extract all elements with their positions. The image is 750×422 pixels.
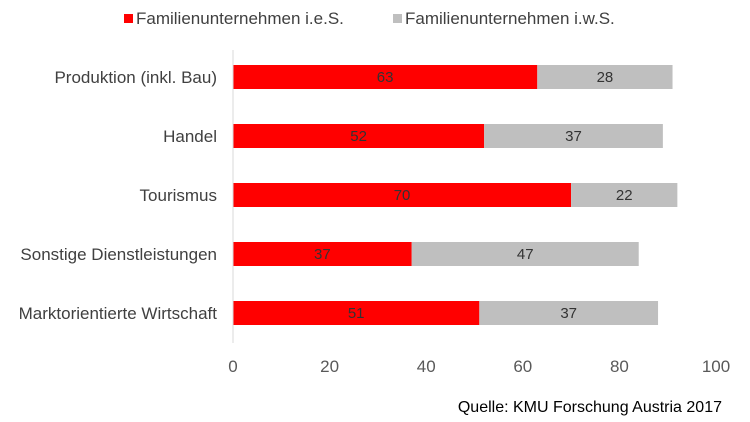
category-label: Sonstige Dienstleistungen <box>20 245 217 264</box>
bar-segment-i-e-s <box>233 242 412 266</box>
category-label: Marktorientierte Wirtschaft <box>19 304 218 323</box>
category-label: Tourismus <box>140 186 217 205</box>
data-label: 47 <box>517 246 534 263</box>
bar-segment-i-w-s <box>411 242 639 266</box>
category-label: Produktion (inkl. Bau) <box>54 68 217 87</box>
data-label: 52 <box>350 128 367 145</box>
legend-swatch <box>124 14 133 23</box>
x-tick-label: 60 <box>513 357 532 376</box>
x-axis: 0 20 40 60 80 100 <box>228 50 730 376</box>
data-label: 37 <box>314 246 331 263</box>
legend: Familienunternehmen i.e.S. Familienuntern… <box>124 9 615 28</box>
legend-label: Familienunternehmen i.e.S. <box>136 9 344 28</box>
x-tick-label: 80 <box>610 357 629 376</box>
legend-swatch <box>393 14 402 23</box>
bar-segment-i-w-s <box>479 301 659 325</box>
plot-area: Produktion (inkl. Bau) 63 28 Handel 52 37 Tour… <box>19 65 678 325</box>
bar-segment-i-e-s <box>233 301 480 325</box>
x-tick-label: 20 <box>320 357 339 376</box>
data-label: 28 <box>597 69 614 86</box>
data-label: 70 <box>394 187 411 204</box>
bar-segment-i-e-s <box>233 124 485 148</box>
legend-label: Familienunternehmen i.w.S. <box>405 9 615 28</box>
bar-segment-i-w-s <box>484 124 663 148</box>
data-label: 22 <box>616 187 633 204</box>
bar-segment-i-w-s <box>537 65 673 89</box>
x-tick-label: 40 <box>417 357 436 376</box>
source-note: Quelle: KMU Forschung Austria 2017 <box>458 399 722 416</box>
x-tick-label: 0 <box>228 357 237 376</box>
bar-segment-i-w-s <box>571 183 678 207</box>
data-label: 37 <box>560 305 577 322</box>
bar-segment-i-e-s <box>233 183 572 207</box>
category-label: Handel <box>163 127 217 146</box>
data-label: 37 <box>565 128 582 145</box>
data-label: 63 <box>377 69 394 86</box>
bar-segment-i-e-s <box>233 65 538 89</box>
x-tick-label: 100 <box>702 357 730 376</box>
data-label: 51 <box>348 305 365 322</box>
